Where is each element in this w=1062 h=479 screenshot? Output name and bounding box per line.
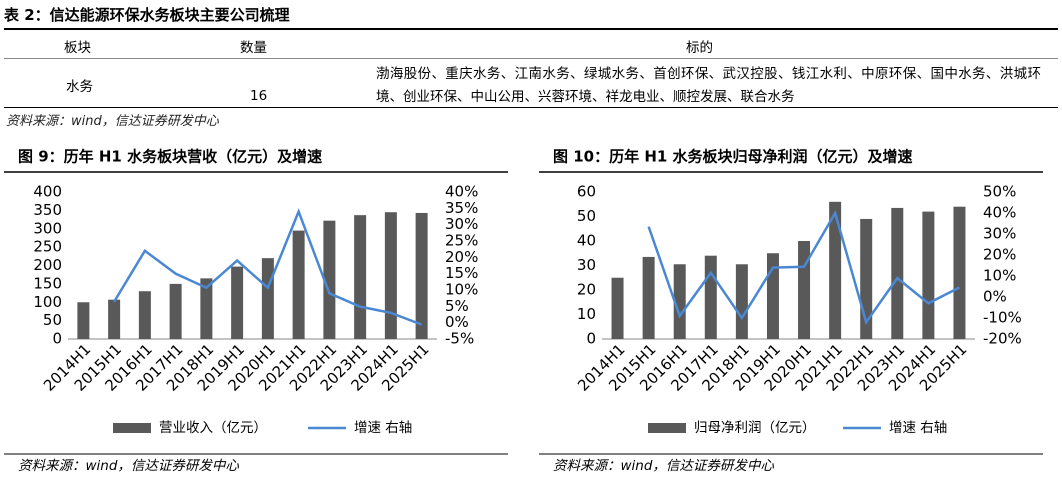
bar xyxy=(108,299,121,339)
legend-swatch xyxy=(113,423,151,433)
y2-tick-label: 35% xyxy=(445,199,478,217)
y2-tick-label: -5% xyxy=(445,330,474,348)
legend-label: 增速 右轴 xyxy=(889,420,947,436)
y2-tick-label: 30% xyxy=(445,215,478,233)
bar xyxy=(323,220,336,339)
line-series xyxy=(113,208,423,326)
y-tick-label: 300 xyxy=(33,219,62,237)
bar xyxy=(169,283,182,339)
y2-tick-label: 50% xyxy=(983,183,1016,201)
y-tick-label: 250 xyxy=(33,238,62,256)
y-tick-label: 60 xyxy=(577,183,596,201)
y-tick-label: 40 xyxy=(577,232,596,250)
y-tick-label: 100 xyxy=(33,293,62,311)
bar xyxy=(704,255,717,339)
y2-tick-label: 5% xyxy=(445,297,469,315)
y2-tick-label: 25% xyxy=(445,232,478,250)
y2-tick-label: 15% xyxy=(445,264,478,282)
table-title: 表 2：信达能源环保水务板块主要公司梳理 xyxy=(4,6,290,24)
chart-title: 图 9：历年 H1 水务板块营收（亿元）及增速 xyxy=(18,148,322,166)
bar xyxy=(415,212,428,339)
bar xyxy=(292,230,305,339)
bar xyxy=(261,258,274,339)
bar xyxy=(138,291,151,339)
bar xyxy=(922,211,935,339)
bar xyxy=(766,253,779,339)
y-tick-label: 10 xyxy=(577,305,596,323)
y-tick-label: 50 xyxy=(577,207,596,225)
bar xyxy=(891,207,904,339)
y2-tick-label: -20% xyxy=(983,330,1022,348)
y2-tick-label: -10% xyxy=(983,309,1022,327)
y2-tick-label: 40% xyxy=(983,204,1016,222)
y-tick-label: 350 xyxy=(33,201,62,219)
table-cell: 渤海股份、重庆水务、江南水务、绿城水务、首创环保、武汉控股、钱江水利、中原环保、… xyxy=(376,66,1041,105)
bar xyxy=(354,215,367,339)
rule xyxy=(4,28,1058,30)
y2-tick-label: 40% xyxy=(445,183,478,201)
y-tick-label: 0 xyxy=(586,330,596,348)
legend-label: 归母净利润（亿元） xyxy=(694,419,816,436)
legend-label: 增速 右轴 xyxy=(354,420,412,436)
y2-tick-label: 10% xyxy=(983,267,1016,285)
bar xyxy=(798,241,811,339)
y-tick-label: 400 xyxy=(33,183,62,201)
bar xyxy=(384,212,397,339)
line-series xyxy=(647,209,961,326)
bar xyxy=(611,277,624,339)
source-note: 资料来源：wind，信达证券研发中心 xyxy=(553,458,774,474)
y2-tick-label: 0% xyxy=(445,313,469,331)
table-cell: 水务 xyxy=(66,79,93,95)
bar xyxy=(642,256,655,339)
source-note: 资料来源：wind，信达证券研发中心 xyxy=(6,114,219,129)
bar xyxy=(735,264,748,339)
bar xyxy=(77,302,90,339)
chart-title: 图 10：历年 H1 水务板块归母净利润（亿元）及增速 xyxy=(553,148,913,166)
rule xyxy=(4,58,1058,59)
y2-tick-label: 10% xyxy=(445,281,478,299)
y-tick-label: 50 xyxy=(43,311,62,329)
header-cell: 数量 xyxy=(240,40,267,56)
bar xyxy=(829,201,842,339)
source-note: 资料来源：wind，信达证券研发中心 xyxy=(18,458,239,474)
y-tick-label: 20 xyxy=(577,281,596,299)
y2-tick-label: 20% xyxy=(983,246,1016,264)
y2-tick-label: 0% xyxy=(983,288,1007,306)
header-cell: 板块 xyxy=(64,40,91,56)
bar xyxy=(673,264,686,339)
charts: 图 9：历年 H1 水务板块营收（亿元）及增速05010015020025030… xyxy=(4,148,1043,474)
rule xyxy=(4,107,1058,108)
legend-label: 营业收入（亿元） xyxy=(159,420,267,436)
y2-tick-label: 30% xyxy=(983,225,1016,243)
header-cell: 标的 xyxy=(686,40,713,56)
bar xyxy=(200,278,213,339)
bar xyxy=(953,206,966,339)
y2-tick-label: 20% xyxy=(445,248,478,266)
y-tick-label: 200 xyxy=(33,256,62,274)
legend-swatch xyxy=(648,423,686,433)
y-tick-label: 0 xyxy=(52,330,62,348)
y-tick-label: 30 xyxy=(577,256,596,274)
table-cell: 16 xyxy=(250,88,268,104)
bar xyxy=(231,266,244,339)
y-tick-label: 150 xyxy=(33,274,62,292)
